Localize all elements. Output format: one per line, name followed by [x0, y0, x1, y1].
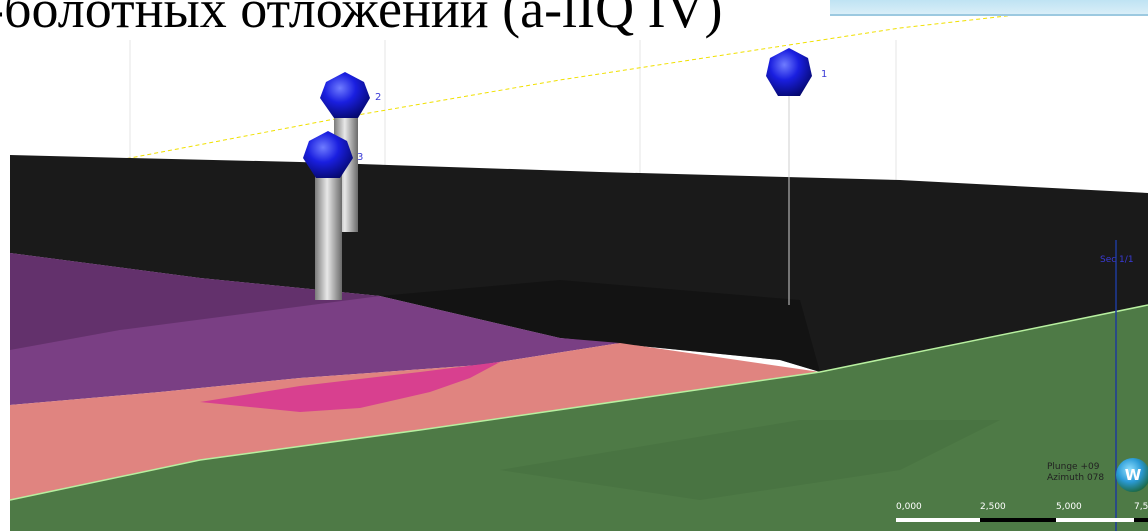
azimuth-text: Azimuth 078 [1047, 473, 1105, 483]
compass-label: W [1124, 466, 1142, 484]
salmon-layer[interactable] [10, 343, 820, 500]
well-label-3: 3 [357, 152, 363, 163]
well-3-casing[interactable] [315, 165, 342, 300]
well-label-2: 2 [375, 92, 381, 103]
slide-title: -болотных отложений (a-lIQ IV) [0, 0, 723, 39]
orientation-readout: Plunge +09 Azimuth 078 [1047, 462, 1104, 484]
section-label: Sec 1/1 [1100, 255, 1134, 265]
well-marker-2[interactable] [320, 72, 370, 118]
well-marker-3[interactable] [303, 131, 353, 178]
purple-layer-shadow [10, 253, 380, 350]
scale-bar-segment-end [1134, 518, 1148, 522]
scale-tick-1: 2,500 [980, 502, 1006, 512]
title-decoration-band [830, 0, 1148, 16]
scale-bar-labels: 0,000 2,500 5,000 7,500 [896, 502, 1148, 516]
compass-icon[interactable]: W [1116, 458, 1148, 492]
scale-tick-2: 5,000 [1056, 502, 1082, 512]
bedrock-shade [500, 420, 1000, 500]
scale-tick-0: 0,000 [896, 502, 922, 512]
scale-tick-3: 7,500 [1134, 502, 1148, 512]
well-label-1: 1 [821, 69, 827, 80]
well-marker-1[interactable] [766, 48, 812, 96]
surface-layer[interactable] [10, 155, 1148, 372]
scale-bar [896, 518, 1148, 522]
plunge-text: Plunge +09 [1047, 462, 1100, 472]
surface-shadow [380, 280, 820, 372]
scale-bar-segment [980, 518, 1056, 522]
magenta-lens-overlay [200, 362, 500, 412]
bedrock-contact-line [9, 304, 1148, 501]
